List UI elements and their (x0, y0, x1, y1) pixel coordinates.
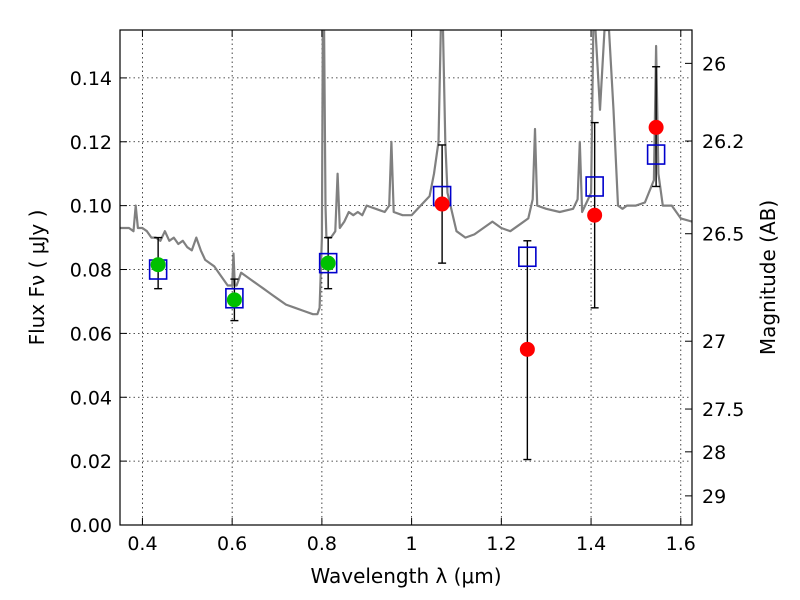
y2-tick-label: 26 (702, 53, 726, 75)
x-axis-title: Wavelength λ (μm) (310, 564, 501, 588)
y-tick-label: 0.00 (70, 515, 112, 537)
y-axis-title: Flux Fν ( μJy ) (25, 210, 49, 346)
observed-flux-marker (150, 257, 166, 273)
plot-frame (119, 29, 693, 526)
model-spectrum (120, 30, 692, 316)
model-flux-square (318, 252, 338, 274)
model-flux-square (646, 144, 666, 165)
y-tick-label: 0.08 (70, 260, 112, 282)
x-tick-label: 1.6 (666, 533, 696, 555)
x-tick-label: 0.4 (127, 533, 157, 555)
x-tick-label: 1.4 (576, 533, 606, 555)
x-tick-label: 0.8 (307, 533, 337, 555)
y-tick-label: 0.06 (70, 323, 112, 345)
x-tick-label: 0.6 (217, 533, 247, 555)
observed-flux-marker (434, 196, 450, 212)
y2-tick-label: 27.5 (702, 399, 744, 421)
observed-flux-marker (648, 119, 664, 135)
observed-flux-marker (587, 207, 603, 223)
observed-flux-marker (519, 341, 535, 357)
y2-tick-label: 28 (702, 442, 726, 464)
axis-ticks: 0.4 0.6 0.8 1 1.2 1.4 1.6 0.00 0.02 0.04 0.06 0.08 0… (70, 30, 744, 555)
model-flux-square (518, 246, 537, 268)
x-tick-label: 1.2 (486, 533, 516, 555)
observed-flux-marker (320, 255, 336, 271)
observed-flux-marker (226, 292, 242, 308)
spectrum-line (120, 30, 692, 316)
grid-lines (120, 30, 692, 526)
y2-tick-label: 27 (702, 331, 726, 353)
y2-tick-label: 26.2 (702, 131, 744, 153)
y2-tick-label: 26.5 (702, 224, 744, 246)
y-tick-label: 0.10 (70, 196, 112, 218)
model-flux-square (585, 176, 604, 197)
y2-tick-label: 29 (702, 486, 726, 508)
photometry-points (148, 66, 666, 461)
y-tick-label: 0.04 (70, 387, 112, 409)
y-tick-label: 0.02 (70, 451, 112, 473)
x-tick-label: 1 (406, 533, 418, 555)
y-tick-label: 0.14 (70, 68, 112, 90)
y-tick-label: 0.12 (70, 132, 112, 154)
model-flux-square (225, 287, 244, 309)
y2-axis-title: Magnitude (AB) (756, 200, 780, 355)
